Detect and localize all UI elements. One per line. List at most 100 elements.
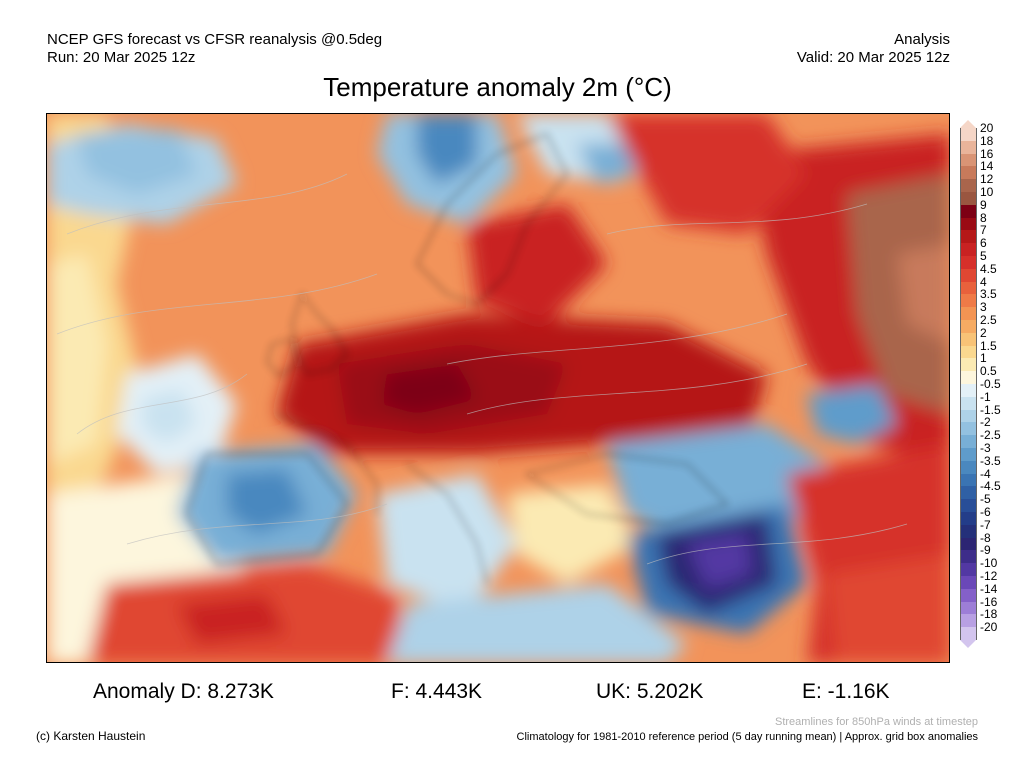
legend-label: -10 [980,556,998,571]
legend-label: 14 [980,159,994,174]
legend-swatch [960,281,977,295]
legend-swatch [960,204,977,218]
map-title: Temperature anomaly 2m (°C) [323,72,672,102]
legend-label: -9 [980,543,991,558]
legend-label: 4.5 [980,261,997,276]
wind-streamlines [56,173,908,565]
color-legend: 20 18 16 14 12 10 9 8 7 6 5 4.5 4 3.5 3 2.5 2 1.5 1 0.5 -0.5… [960,120,1020,650]
legend-swatch [960,576,977,589]
legend-swatch [960,563,977,577]
legend-swatch [960,537,977,551]
legend-swatch [960,409,977,423]
legend-label: -3 [980,441,991,455]
legend-label: -14 [980,581,998,596]
model-description: NCEP GFS forecast vs CFSR reanalysis @0.… [47,31,383,48]
stat-uk: UK: 5.202K [596,680,704,703]
legend-swatch [960,614,977,628]
legend-swatch [960,217,977,231]
legend-swatch [960,345,977,359]
legend-swatch [960,627,977,641]
legend-label: -8 [980,530,991,545]
legend-label: 3.5 [980,287,997,302]
legend-label: -12 [980,569,998,583]
legend-label: 2.5 [980,313,997,327]
legend-label: -16 [980,594,998,609]
legend-swatch [960,179,977,193]
legend-swatch [960,192,977,205]
legend-label: -18 [980,607,998,622]
copyright-credit: (c) Karsten Haustein [36,729,146,743]
legend-swatch [960,140,977,154]
country-anomaly-stats: Anomaly D: 8.273K F: 4.443K UK: 5.202K E… [0,680,1024,706]
stat-france: F: 4.443K [391,680,483,703]
legend-label: 10 [980,185,994,199]
run-time: Run: 20 Mar 2025 12z [47,49,196,66]
legend-label: 1 [980,351,987,366]
legend-label: 16 [980,146,994,161]
header-right: Analysis Valid: 20 Mar 2025 12z [797,31,950,67]
legend-label: -1.5 [980,402,1001,417]
climatology-note: Climatology for 1981-2010 reference peri… [516,731,978,743]
legend-swatch [960,588,977,602]
valid-time: Valid: 20 Mar 2025 12z [796,49,950,66]
legend-swatch [960,256,977,269]
legend-swatch [960,320,977,333]
legend-label: -2 [980,415,991,430]
legend-swatch [960,460,977,474]
stat-spain: E: -1.16K [802,680,890,703]
legend-swatch [960,307,977,321]
legend-swatch [960,294,977,308]
legend-swatch [960,153,977,167]
legend-label: 2 [980,325,987,340]
legend-swatch [960,358,977,372]
anomaly-map [46,113,950,663]
legend-label: 7 [980,223,987,238]
legend-label: 20 [980,121,994,135]
legend-swatch [960,499,977,513]
legend-swatch [960,550,977,564]
legend-label: -20 [980,620,998,635]
legend-swatch [960,384,977,397]
legend-label: 3 [980,300,987,315]
legend-label: -4.5 [980,479,1001,494]
legend-label: -4 [980,466,991,481]
legend-swatch [960,448,977,461]
legend-label: -2.5 [980,428,1001,443]
legend-label: -7 [980,517,991,532]
streamlines-note: Streamlines for 850hPa winds at timestep [775,716,978,728]
coastlines [186,133,728,585]
legend-swatch [960,512,977,525]
legend-swatch [960,371,977,385]
stat-germany: Anomaly D: 8.273K [93,680,274,703]
header-left: NCEP GFS forecast vs CFSR reanalysis @0.… [47,31,382,67]
legend-label: -3.5 [980,453,1001,468]
legend-swatch [960,128,977,141]
legend-swatch [960,268,977,282]
legend-label: -1 [980,389,991,404]
legend-label: 4 [980,274,987,289]
legend-max-arrow [960,120,976,128]
legend-label: 12 [980,172,994,187]
legend-label: 0.5 [980,364,997,379]
legend-swatch [960,166,977,180]
legend-swatch [960,435,977,449]
legend-label: -6 [980,505,991,519]
legend-swatch [960,486,977,500]
legend-swatch [960,601,977,615]
legend-label: -5 [980,492,991,507]
mode-label: Analysis [894,31,950,48]
legend-swatch [960,473,977,487]
legend-swatch [960,524,977,538]
legend-swatch [960,396,977,410]
legend-swatch [960,230,977,244]
anomaly-map-graphic [47,114,949,662]
legend-min-arrow [960,640,976,648]
legend-label: 6 [980,236,987,251]
legend-swatch [960,332,977,346]
legend-label: 5 [980,249,987,263]
legend-label: 18 [980,133,994,148]
legend-swatch [960,243,977,257]
legend-label: 8 [980,210,987,225]
legend-label: 9 [980,197,987,212]
legend-label: 1.5 [980,338,997,353]
